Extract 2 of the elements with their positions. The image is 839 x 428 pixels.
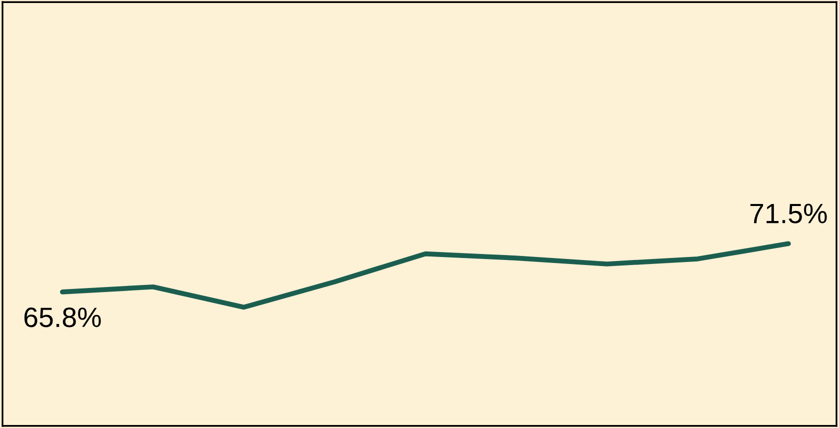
data-label: 65.8% [24,308,101,328]
data-label: 71.5% [750,204,827,224]
